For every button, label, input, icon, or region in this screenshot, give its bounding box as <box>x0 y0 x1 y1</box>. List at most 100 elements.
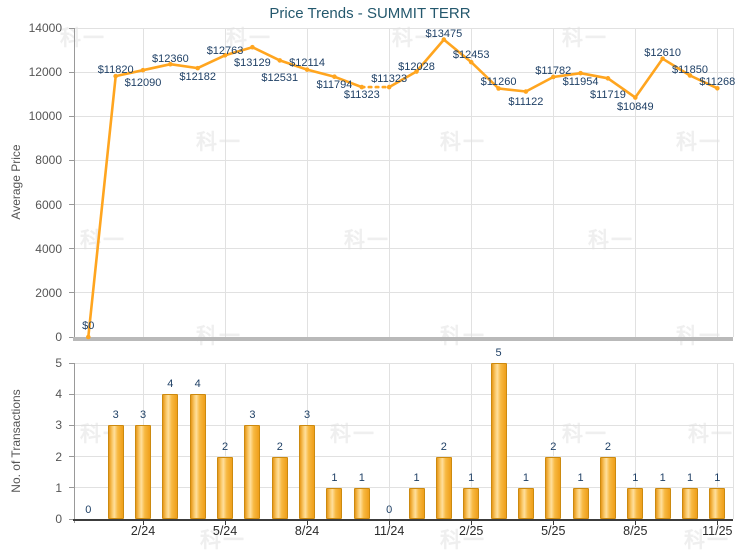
price-point-marker <box>441 37 447 42</box>
gridline-vertical <box>552 28 554 337</box>
y-tickmark <box>69 456 74 458</box>
transaction-bar <box>189 394 206 519</box>
price-point-label: $12182 <box>179 71 217 84</box>
bar-value-label: 2 <box>440 440 447 453</box>
watermark: 科一 <box>676 320 722 350</box>
transaction-bar <box>408 487 425 519</box>
y-tickmark <box>69 248 74 250</box>
bar-value-label: 1 <box>522 471 529 484</box>
price-point-label: $12028 <box>398 60 435 73</box>
price-point-label: $12531 <box>261 72 299 85</box>
watermark: 科一 <box>226 27 272 50</box>
y-axis-line <box>74 28 75 341</box>
price-point-marker <box>715 85 720 91</box>
price-point-label: $11794 <box>316 78 353 91</box>
y-tickmark <box>69 71 74 73</box>
price-point-marker <box>578 70 583 76</box>
watermark: 科一 <box>684 529 730 550</box>
watermark: 科一 <box>588 229 634 252</box>
bar-value-label: 1 <box>358 471 365 484</box>
bar-value-label: 1 <box>577 471 584 484</box>
price-point-marker <box>332 74 337 79</box>
gridline-horizontal <box>75 204 733 206</box>
price-point-marker <box>86 334 91 340</box>
gridline-vertical <box>470 363 472 519</box>
gridline-horizontal <box>75 159 733 161</box>
transaction-bar <box>490 363 507 519</box>
transactions-baseline <box>73 519 733 521</box>
y-tickmark <box>69 115 74 117</box>
y-tick-label: 10000 <box>28 109 62 124</box>
price-point-marker <box>550 74 556 80</box>
gridline-horizontal <box>75 393 733 395</box>
gridline-horizontal <box>75 292 733 294</box>
price-point-label: $13475 <box>425 27 463 40</box>
price-point-marker <box>687 73 693 78</box>
y-tick-label: 8000 <box>35 153 62 168</box>
price-point-label: $10849 <box>616 100 654 113</box>
chart-title: Price Trends - SUMMIT TERR <box>269 5 471 22</box>
gridline-horizontal <box>75 115 733 117</box>
x-tickmark <box>716 521 718 525</box>
gridline-vertical <box>388 363 390 519</box>
x-tick-label: 8/25 <box>623 524 648 538</box>
transaction-bar <box>162 394 179 519</box>
price-point-marker <box>414 69 419 74</box>
transaction-bar <box>654 487 671 519</box>
bar-value-label: 2 <box>550 440 557 453</box>
price-point-marker <box>304 67 310 72</box>
watermark: 科一 <box>562 27 608 50</box>
price-point-marker <box>168 61 173 67</box>
y-tickmark <box>69 204 74 206</box>
price-point-marker <box>496 86 501 91</box>
price-point-marker <box>386 84 392 90</box>
y-tickmark <box>69 336 74 338</box>
gridline-vertical <box>224 363 226 519</box>
price-point-marker <box>250 44 255 50</box>
price-point-label: $11719 <box>589 89 626 102</box>
price-point-label: $12114 <box>289 56 326 69</box>
price-point-marker <box>277 58 283 63</box>
price-point-marker <box>605 76 611 81</box>
price-point-label: $12090 <box>124 77 162 90</box>
transaction-bar <box>299 425 316 519</box>
price-point-label: $11954 <box>562 76 599 89</box>
bar-value-label: 1 <box>632 471 639 484</box>
y-tick-label: 1 <box>55 480 62 495</box>
transaction-bar <box>709 487 726 519</box>
plot-right-border <box>733 363 734 519</box>
watermark: 科一 <box>440 529 486 550</box>
gridline-vertical <box>388 28 390 337</box>
gridline-vertical <box>470 28 472 337</box>
bar-value-label: 1 <box>714 471 721 484</box>
watermark: 科一 <box>196 131 242 154</box>
gridline-vertical <box>634 28 636 337</box>
price-point-label: $12360 <box>151 53 189 66</box>
transaction-bar <box>217 456 234 519</box>
gridline-horizontal <box>75 487 733 489</box>
watermark: 科一 <box>688 423 734 446</box>
transaction-bar <box>353 487 370 519</box>
y-tick-label: 4000 <box>35 241 62 256</box>
y-tickmark <box>69 27 74 29</box>
transaction-bar <box>271 456 288 519</box>
price-point-marker <box>468 59 474 65</box>
x-tick-label: 11/24 <box>373 524 405 538</box>
watermark: 科一 <box>60 27 106 50</box>
price-baseline <box>73 337 733 341</box>
price-point-label: $12763 <box>206 45 244 58</box>
y-tick-label: 12000 <box>28 65 62 80</box>
price-point-marker <box>222 53 228 58</box>
x-tick-label: 2/25 <box>459 524 484 538</box>
price-point-marker <box>633 95 638 100</box>
x-tick-label: 8/24 <box>294 524 320 538</box>
gridline-vertical <box>716 28 718 337</box>
transaction-bar <box>326 487 343 519</box>
price-point-label: $12610 <box>644 46 681 59</box>
watermark: 科一 <box>330 423 376 446</box>
price-point-label: $12453 <box>452 49 490 62</box>
watermark: 科一 <box>440 320 486 350</box>
y-tickmark <box>69 159 74 161</box>
